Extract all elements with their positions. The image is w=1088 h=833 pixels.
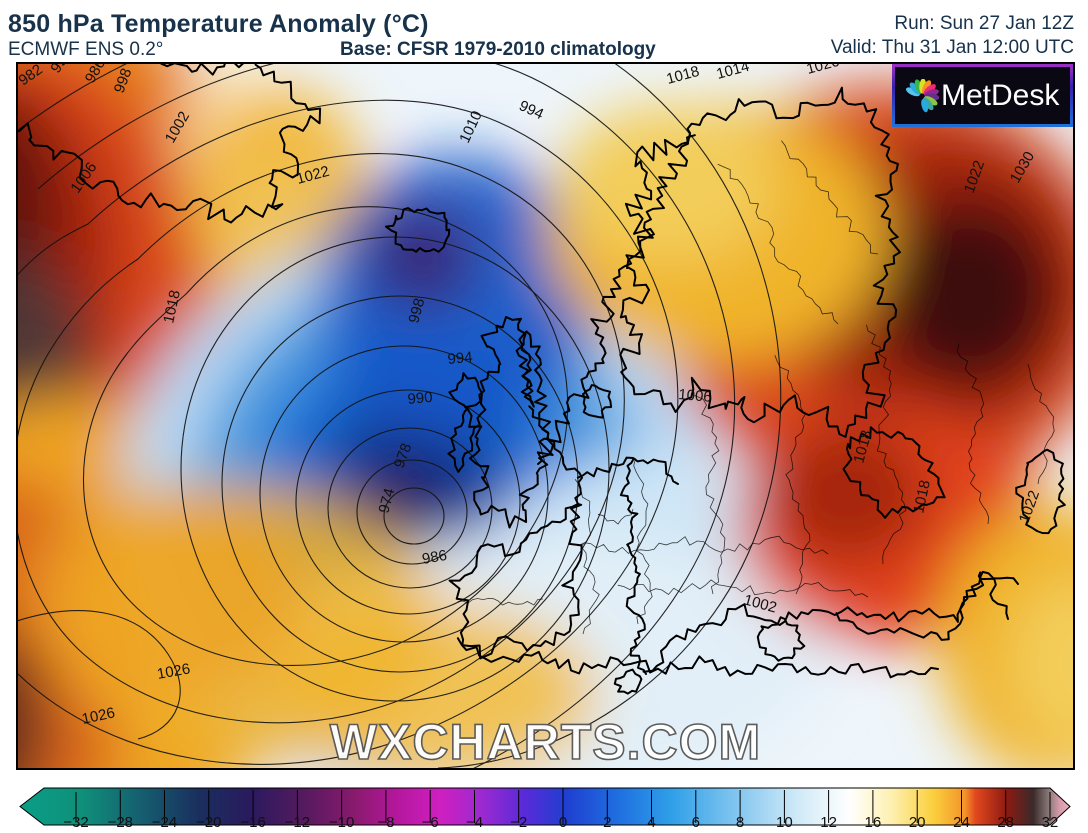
svg-text:1006: 1006 (678, 386, 713, 406)
svg-text:994: 994 (447, 349, 473, 368)
svg-text:990: 990 (407, 389, 433, 408)
